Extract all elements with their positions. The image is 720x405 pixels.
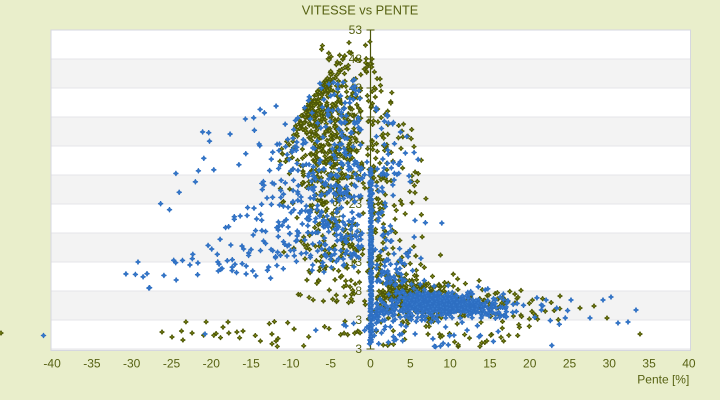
svg-text:20: 20 [523,356,537,370]
svg-text:3: 3 [355,313,362,327]
svg-text:-20: -20 [203,356,221,370]
svg-text:35: 35 [642,356,656,370]
svg-text:-40: -40 [43,356,61,370]
svg-text:8: 8 [355,284,362,298]
svg-text:-25: -25 [163,356,181,370]
svg-text:-15: -15 [242,356,260,370]
svg-text:-5: -5 [325,356,336,370]
svg-text:-35: -35 [83,356,101,370]
svg-text:Pente [%]: Pente [%] [637,373,689,387]
svg-text:VITESSE vs PENTE: VITESSE vs PENTE [302,2,419,17]
svg-text:-10: -10 [282,356,300,370]
svg-text:53: 53 [349,23,363,37]
svg-text:25: 25 [563,356,577,370]
svg-text:40: 40 [682,356,696,370]
svg-text:30: 30 [603,356,617,370]
svg-text:23: 23 [349,197,363,211]
svg-text:10: 10 [443,356,457,370]
svg-text:3: 3 [355,342,362,356]
svg-text:-30: -30 [123,356,141,370]
svg-text:15: 15 [483,356,497,370]
svg-text:0: 0 [367,356,374,370]
svg-text:5: 5 [407,356,414,370]
